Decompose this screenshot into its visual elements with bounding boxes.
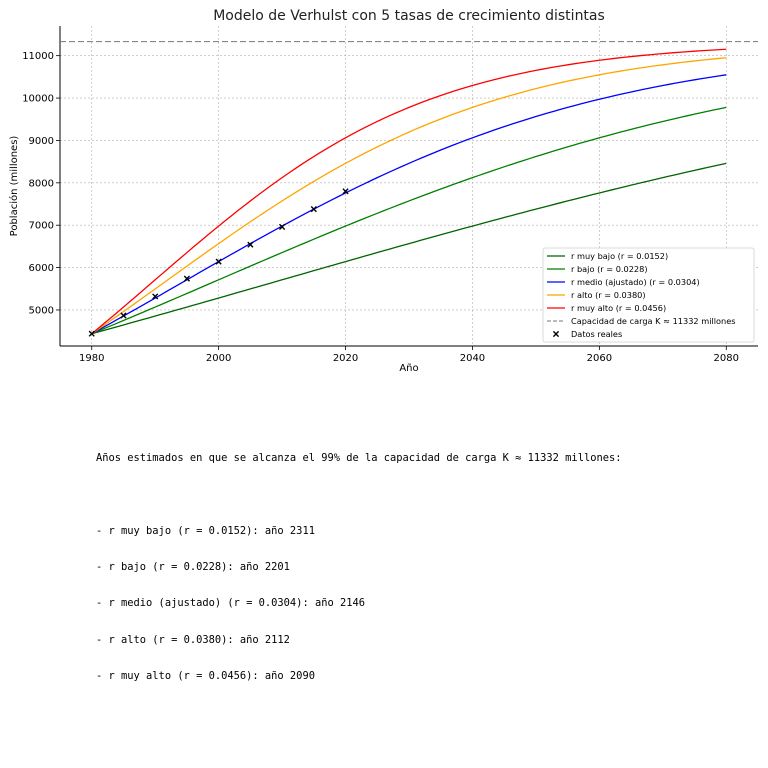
x-tick-label: 2040 <box>460 353 485 364</box>
data-point <box>278 223 286 230</box>
data-point <box>310 206 317 213</box>
legend-label: Capacidad de carga K ≈ 11332 millones <box>571 316 736 326</box>
x-tick-label: 2060 <box>587 353 612 364</box>
data-point <box>120 312 127 319</box>
y-tick-label: 9000 <box>29 136 54 147</box>
data-point <box>183 275 191 282</box>
series-line <box>91 74 727 335</box>
x-axis-label: Año <box>399 363 418 374</box>
y-tick-label: 8000 <box>29 178 54 189</box>
series-line <box>91 48 727 335</box>
x-tick-label: 2020 <box>333 353 358 364</box>
axes: 1980 2000 2020 2040 2060 2080 5000 6000 7000 8000… <box>22 26 758 364</box>
logistic-growth-chart: Modelo de Verhulst con 5 tasas de crecim… <box>8 8 758 374</box>
note-line: - r medio (ajustado) (r = 0.0304): año 2… <box>96 597 365 610</box>
data-point <box>215 258 222 265</box>
data-point <box>247 241 254 248</box>
y-tick-label: 5000 <box>29 305 54 316</box>
y-tick-label: 7000 <box>29 221 54 232</box>
y-tick-label: 6000 <box>29 263 54 274</box>
x-tick-label: 2000 <box>206 353 231 364</box>
series-line <box>91 57 727 335</box>
legend-box <box>542 247 755 343</box>
series-line <box>91 106 727 335</box>
estimation-notes: Años estimados en que se alcanza el 99% … <box>96 428 621 694</box>
legend-label: r medio (ajustado) (r = 0.0304) <box>571 277 700 287</box>
series-line <box>91 162 727 335</box>
note-line: - r bajo (r = 0.0228): año 2201 <box>96 561 290 574</box>
legend-label: r alto (r = 0.0380) <box>571 290 646 300</box>
legend-swatch <box>552 330 560 338</box>
note-line: - r alto (r = 0.0380): año 2112 <box>96 633 290 646</box>
legend-label: r bajo (r = 0.0228) <box>571 264 648 274</box>
legend-label: r muy alto (r = 0.0456) <box>571 303 666 313</box>
y-axis-label: Población (millones) <box>8 136 20 237</box>
y-tick-label: 11000 <box>22 51 54 62</box>
note-line: - r muy alto (r = 0.0456): año 2090 <box>96 669 315 682</box>
legend-label: Datos reales <box>571 329 622 339</box>
chart-title: Modelo de Verhulst con 5 tasas de crecim… <box>213 8 605 24</box>
series-lines <box>60 41 758 335</box>
notes-heading: Años estimados en que se alcanza el 99% … <box>96 452 622 465</box>
legend-label: r muy bajo (r = 0.0152) <box>571 251 668 261</box>
data-point <box>152 293 159 300</box>
data-point <box>88 330 95 337</box>
grid-lines <box>60 26 758 346</box>
x-tick-label: 1980 <box>79 353 104 364</box>
legend: r muy bajo (r = 0.0152) r bajo (r = 0.022… <box>542 247 755 343</box>
note-line: - r muy bajo (r = 0.0152): año 2311 <box>96 524 315 537</box>
x-tick-label: 2080 <box>714 353 739 364</box>
y-tick-label: 10000 <box>22 94 54 105</box>
notes-spacer <box>96 488 621 500</box>
observed-points <box>88 188 349 337</box>
data-point <box>342 188 349 195</box>
